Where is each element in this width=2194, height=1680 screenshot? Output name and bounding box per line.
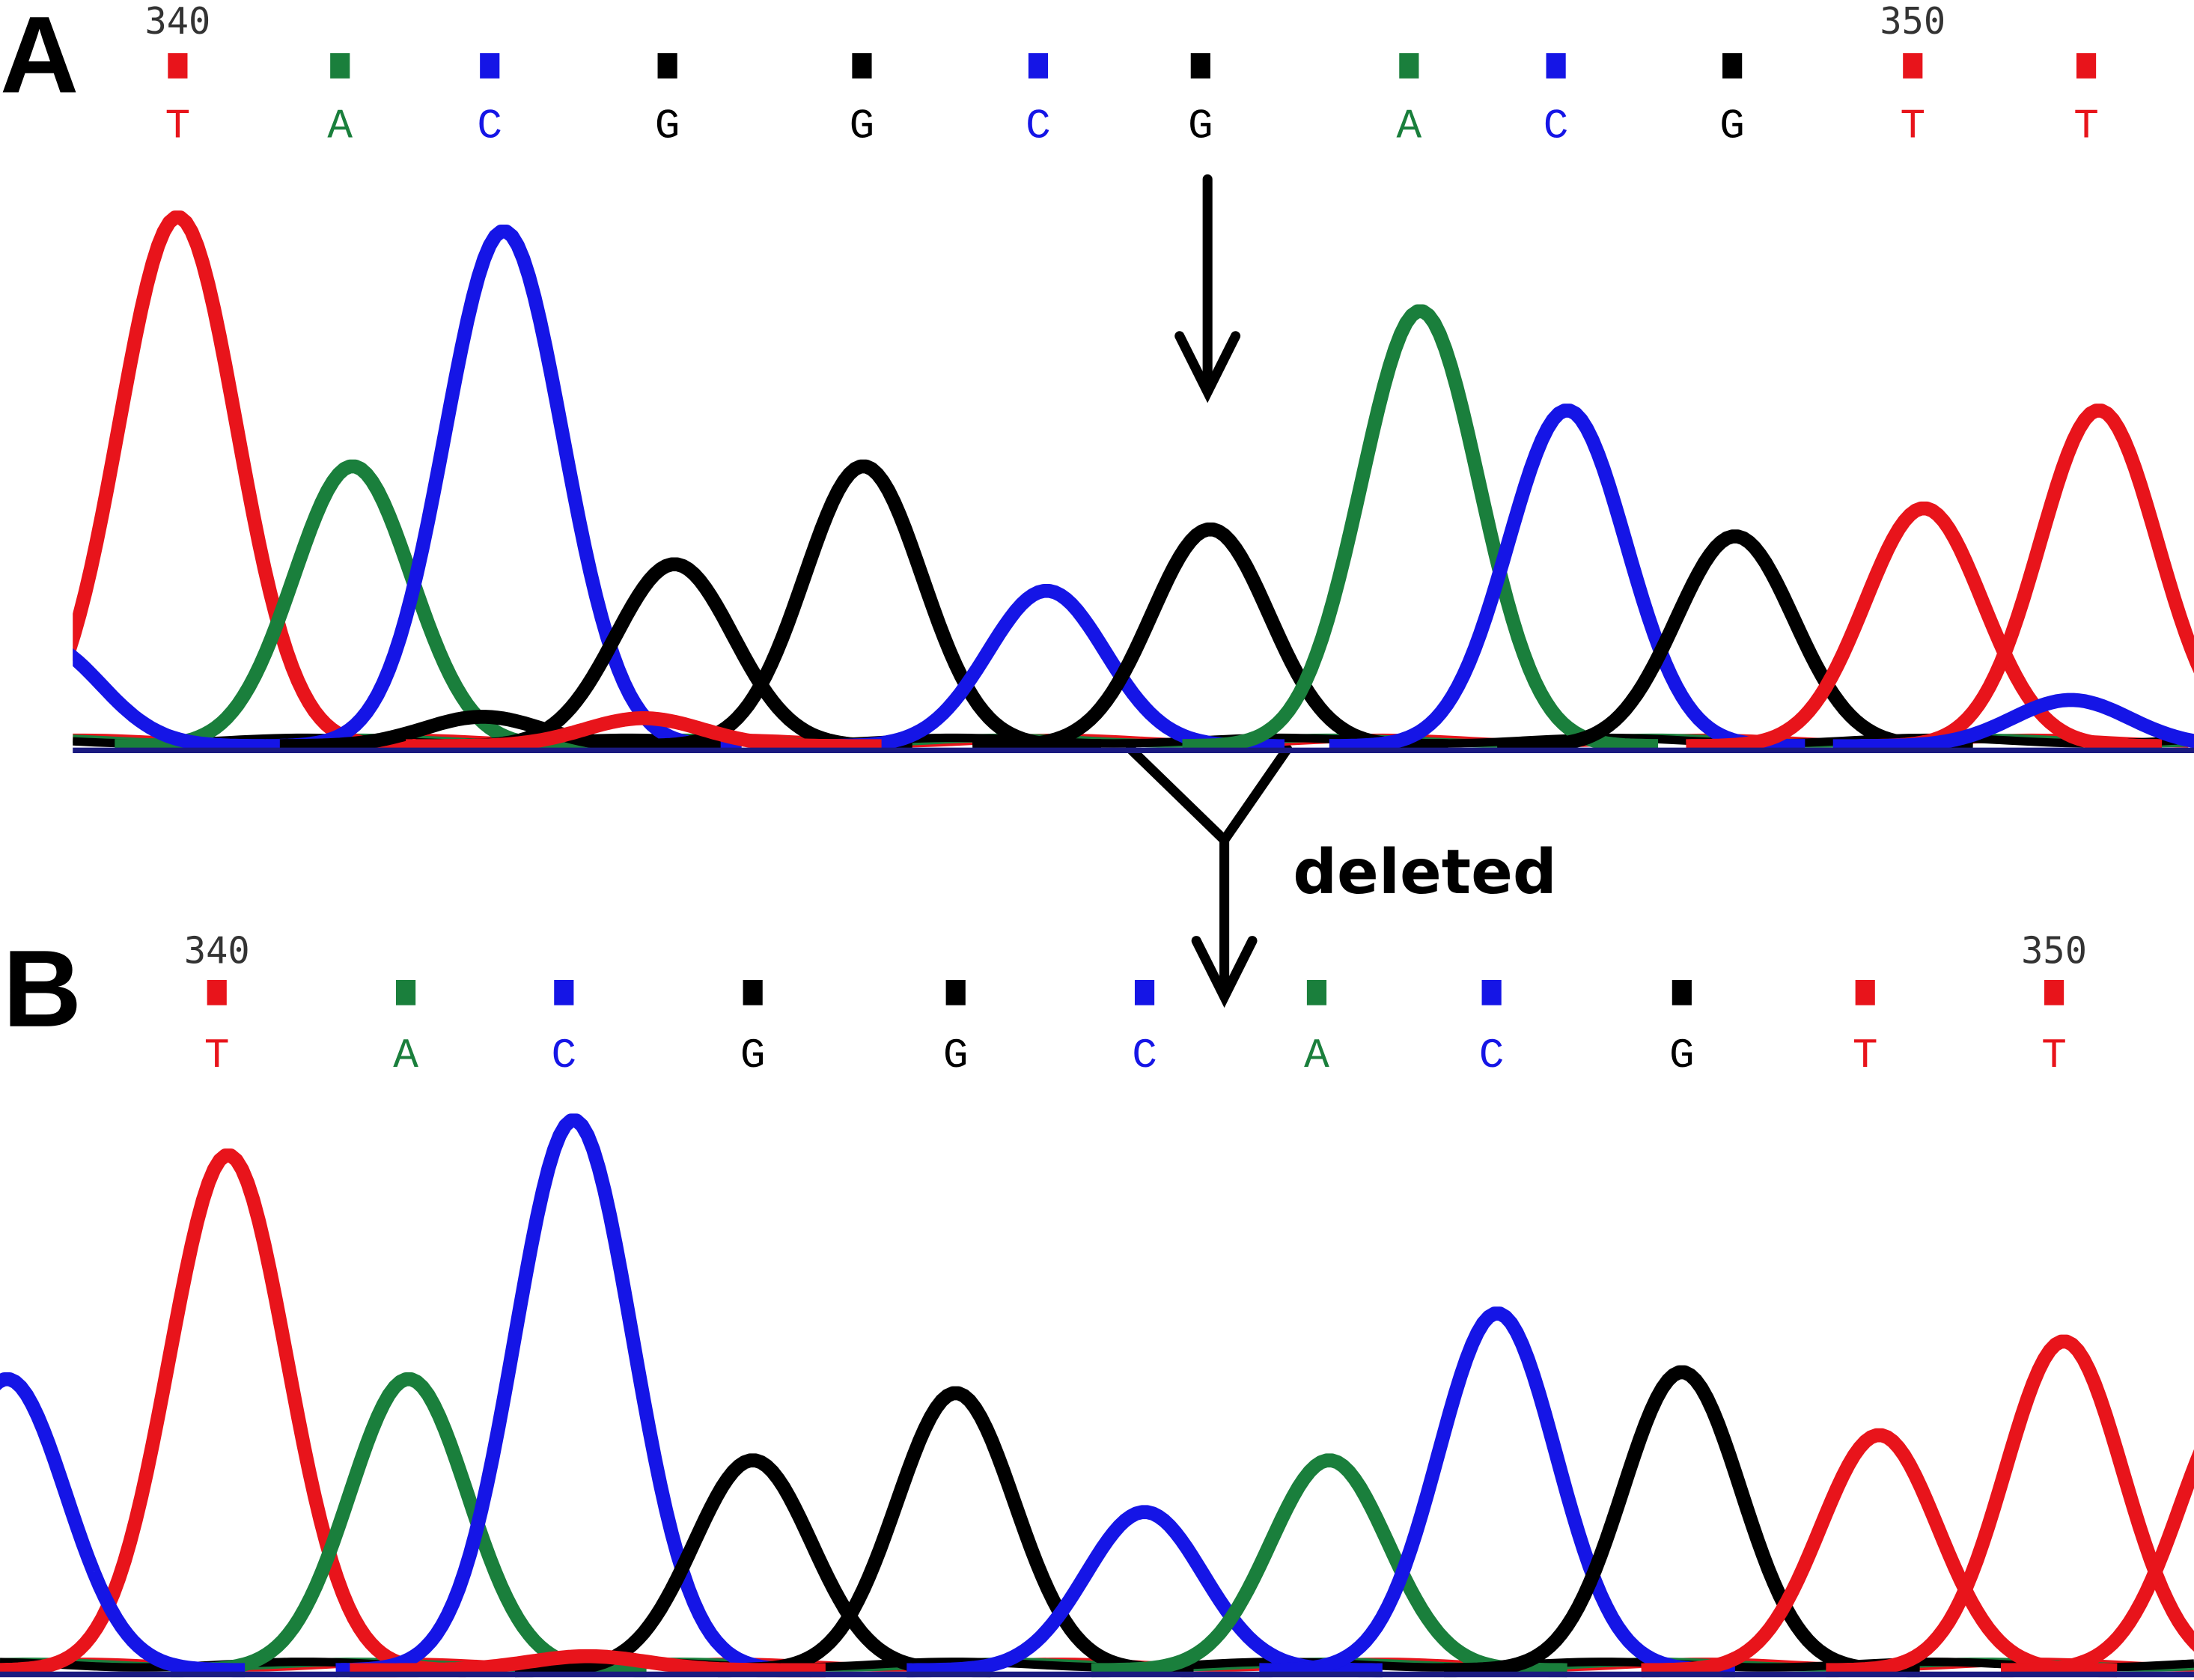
base-marker [554, 980, 574, 1005]
ruler-number: 340 [145, 1, 211, 43]
arrow-head [1191, 936, 1258, 1008]
base-marker [480, 53, 500, 79]
base-marker [743, 980, 763, 1005]
base-marker [657, 53, 677, 79]
deletion-bracket [1125, 743, 1293, 848]
base-call: C [1479, 1032, 1505, 1080]
peak-trace [334, 1113, 814, 1678]
peak-trace [1327, 404, 1807, 753]
base-call: T [2073, 102, 2099, 150]
base-marker [1903, 53, 1923, 79]
peak-trace [73, 648, 281, 754]
peak-trace [1831, 693, 2194, 754]
peak-trace [73, 210, 418, 753]
base-marker [2076, 53, 2097, 79]
peak-trace [1824, 1334, 2194, 1678]
ruler-number: 350 [1880, 1, 1945, 43]
panel-label: B [3, 928, 82, 1050]
peak-trace [169, 1372, 648, 1678]
base-call: C [1026, 102, 1051, 150]
peak-trace [624, 459, 1103, 753]
base-call: C [1544, 102, 1569, 150]
base-marker [1399, 53, 1419, 79]
base-marker [1722, 53, 1743, 79]
peak-trace [716, 1386, 1195, 1678]
base-marker [1028, 53, 1049, 79]
base-marker [945, 980, 966, 1005]
ruler-number: 350 [2021, 931, 2087, 973]
base-call: G [655, 102, 680, 150]
panel-label: A [0, 0, 79, 115]
peak-trace [1180, 304, 1660, 753]
base-marker [1134, 980, 1155, 1005]
base-call: G [1188, 102, 1213, 150]
base-call: A [393, 1032, 418, 1080]
base-marker [396, 980, 416, 1005]
base-call: G [943, 1032, 969, 1080]
base-call: A [327, 102, 353, 150]
base-marker [1481, 980, 1502, 1005]
peak-trace [348, 1649, 827, 1678]
base-call: T [1900, 102, 1925, 150]
trace-group [0, 1113, 2194, 1678]
peak-trace [1090, 1453, 1569, 1678]
base-marker [1546, 53, 1566, 79]
base-call: G [850, 102, 875, 150]
base-call: G [1669, 1032, 1695, 1080]
base-call: C [1132, 1032, 1157, 1080]
peak-trace [905, 1505, 1384, 1678]
base-call: T [165, 102, 191, 150]
peak-trace [1258, 1306, 1737, 1678]
peak-trace [514, 1453, 993, 1678]
peak-trace [0, 1372, 246, 1678]
peak-trace [264, 224, 743, 753]
arrow-head [1174, 331, 1241, 404]
base-call: T [2041, 1032, 2067, 1080]
base-call: T [204, 1032, 230, 1080]
peak-trace [807, 583, 1286, 754]
base-call: C [477, 102, 502, 150]
peak-trace [1684, 501, 2163, 754]
deleted-note: deleted [1293, 837, 1557, 908]
base-call: G [740, 1032, 766, 1080]
peak-trace [1999, 1449, 2194, 1678]
base-call: A [1304, 1032, 1329, 1080]
base-marker [1855, 980, 1875, 1005]
base-call: G [1719, 102, 1745, 150]
base-marker [852, 53, 872, 79]
peak-trace [1442, 1365, 1922, 1678]
base-call: C [551, 1032, 576, 1080]
peak-trace [0, 1148, 468, 1678]
peak-trace [113, 459, 592, 753]
base-marker [2044, 980, 2065, 1005]
trace-group [73, 210, 2194, 754]
peak-trace [1639, 1428, 2119, 1678]
peak-trace [404, 710, 883, 754]
peak-trace [1496, 529, 1975, 754]
arrows [1125, 174, 1293, 1008]
base-marker [207, 980, 227, 1005]
base-marker [168, 53, 188, 79]
peak-trace [971, 522, 1450, 754]
base-marker [1672, 980, 1692, 1005]
peak-trace [243, 710, 722, 754]
base-marker [1306, 980, 1327, 1005]
base-marker [330, 53, 350, 79]
base-call: A [1397, 102, 1422, 150]
base-marker [1190, 53, 1210, 79]
base-call: T [1853, 1032, 1878, 1080]
ruler-number: 340 [184, 931, 250, 973]
